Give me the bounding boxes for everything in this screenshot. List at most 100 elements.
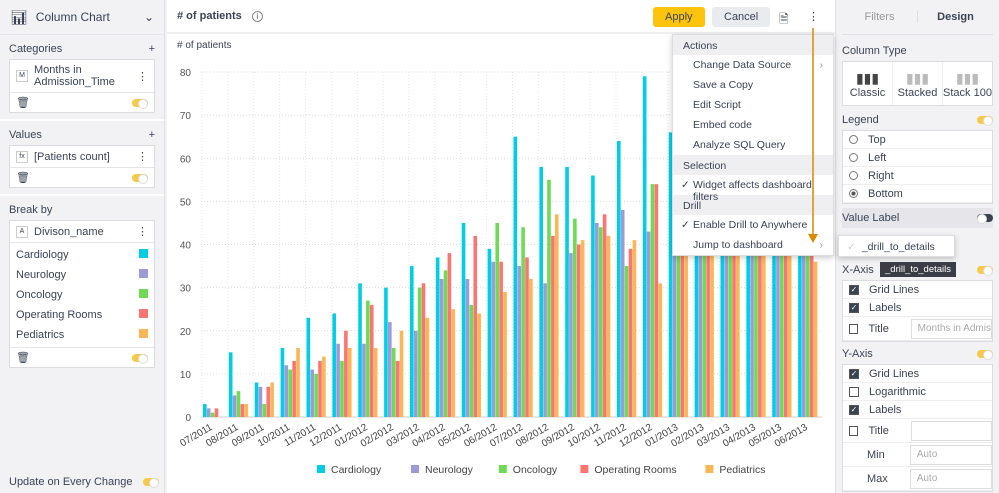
bar-neurology[interactable] — [698, 218, 703, 417]
bar-oncology[interactable] — [495, 222, 500, 417]
bar-operating-rooms[interactable] — [447, 253, 452, 417]
bar-pediatrics[interactable] — [347, 348, 352, 417]
value-label-toggle[interactable] — [977, 214, 993, 224]
break-by-toggle[interactable] — [132, 353, 148, 364]
column-type-classic[interactable]: ▮▮▮ Classic — [843, 62, 893, 105]
category-toggle[interactable] — [132, 98, 148, 109]
bar-neurology[interactable] — [595, 222, 599, 417]
bar-neurology[interactable] — [310, 369, 314, 417]
menu-item[interactable]: Change Data Source › — [673, 55, 833, 75]
legend-radio-bottom[interactable] — [849, 189, 858, 198]
x-title-checkbox[interactable] — [849, 323, 859, 334]
bar-operating-rooms[interactable] — [240, 404, 245, 417]
bar-cardiology[interactable] — [668, 132, 673, 417]
bar-neurology[interactable] — [750, 192, 754, 417]
cancel-button[interactable]: Cancel — [712, 7, 771, 27]
update-toggle[interactable] — [143, 478, 159, 488]
legend-item[interactable]: Oncology — [513, 464, 558, 476]
legend-toggle[interactable] — [977, 116, 993, 126]
bar-cardiology[interactable] — [798, 115, 802, 417]
bar-oncology[interactable] — [754, 179, 758, 417]
bar-oncology[interactable] — [728, 188, 732, 417]
bar-cardiology[interactable] — [203, 404, 207, 417]
y-log-checkbox[interactable] — [849, 386, 859, 397]
color-swatch[interactable] — [139, 249, 148, 258]
bar-neurology[interactable] — [776, 201, 780, 417]
bar-operating-rooms[interactable] — [758, 188, 762, 417]
submenu-item-drill-to-details[interactable]: _drill_to_details — [861, 241, 935, 253]
value-toggle[interactable] — [132, 173, 148, 184]
tab-filters[interactable]: Filters — [842, 11, 918, 23]
bar-neurology[interactable] — [543, 283, 547, 417]
bar-cardiology[interactable] — [358, 283, 362, 417]
bar-neurology[interactable] — [413, 330, 418, 417]
bar-operating-rooms[interactable] — [266, 386, 271, 417]
bar-neurology[interactable] — [284, 365, 289, 417]
legend-item[interactable]: Cardiology — [331, 464, 382, 476]
legend-item[interactable]: Operating Rooms — [594, 464, 676, 476]
bar-cardiology[interactable] — [435, 257, 440, 417]
bar-cardiology[interactable] — [772, 123, 776, 417]
bar-cardiology[interactable] — [539, 166, 543, 417]
bar-operating-rooms[interactable] — [576, 244, 581, 418]
bar-pediatrics[interactable] — [710, 227, 714, 417]
bar-operating-rooms[interactable] — [318, 360, 322, 417]
bar-operating-rooms[interactable] — [628, 248, 633, 417]
bar-cardiology[interactable] — [746, 132, 750, 417]
bar-operating-rooms[interactable] — [421, 283, 426, 417]
y-grid-checkbox[interactable]: ✓ — [849, 368, 859, 379]
bar-pediatrics[interactable] — [451, 309, 456, 417]
x-axis-toggle[interactable] — [977, 266, 993, 276]
bar-pediatrics[interactable] — [632, 240, 637, 417]
bar-neurology[interactable] — [206, 408, 211, 417]
bar-pediatrics[interactable] — [606, 235, 611, 417]
bar-oncology[interactable] — [624, 266, 629, 417]
bar-neurology[interactable] — [569, 253, 573, 417]
menu-item[interactable]: ✓ Widget affects dashboard filters — [673, 175, 833, 203]
bar-cardiology[interactable] — [306, 317, 311, 417]
bar-operating-rooms[interactable] — [680, 201, 685, 417]
x-labels-checkbox[interactable]: ✓ — [849, 302, 859, 313]
more-icon[interactable]: ⋮ — [137, 226, 148, 238]
bar-oncology[interactable] — [417, 287, 422, 417]
bar-cardiology[interactable] — [280, 348, 285, 417]
bar-cardiology[interactable] — [694, 149, 699, 417]
bar-pediatrics[interactable] — [270, 382, 274, 418]
break-by-member[interactable]: Cardiology — [10, 245, 154, 265]
y-title-input[interactable] — [910, 420, 992, 441]
bar-cardiology[interactable] — [565, 166, 569, 417]
bar-pediatrics[interactable] — [503, 291, 507, 417]
bar-pediatrics[interactable] — [399, 330, 404, 417]
bar-neurology[interactable] — [362, 343, 366, 417]
bar-pediatrics[interactable] — [658, 283, 663, 417]
bar-oncology[interactable] — [805, 175, 810, 418]
bar-oncology[interactable] — [702, 201, 707, 417]
bar-oncology[interactable] — [366, 300, 370, 417]
bar-operating-rooms[interactable] — [602, 214, 607, 417]
bar-neurology[interactable] — [672, 210, 677, 417]
bar-neurology[interactable] — [491, 261, 496, 417]
bar-oncology[interactable] — [573, 218, 577, 417]
bar-neurology[interactable] — [232, 395, 237, 417]
trash-icon[interactable]: 🗑︎ — [16, 352, 30, 364]
document-icon[interactable]: 🗎︎ — [779, 12, 789, 26]
bar-pediatrics[interactable] — [580, 240, 585, 417]
widget-title[interactable]: # of patients — [177, 10, 242, 22]
menu-item[interactable]: ✓ Enable Drill to Anywhere — [673, 215, 833, 235]
bar-oncology[interactable] — [780, 192, 784, 417]
break-by-field[interactable]: Divison_name — [34, 225, 104, 238]
bar-neurology[interactable] — [258, 386, 263, 417]
x-title-input[interactable]: Months in Admission_Time — [910, 318, 992, 339]
bar-oncology[interactable] — [443, 270, 448, 417]
bar-operating-rooms[interactable] — [499, 261, 503, 417]
trash-icon[interactable]: 🗑︎ — [16, 97, 30, 109]
bar-neurology[interactable] — [724, 201, 728, 417]
more-icon[interactable]: ⋮ — [137, 151, 148, 163]
bar-oncology[interactable] — [262, 404, 267, 417]
bar-oncology[interactable] — [676, 192, 681, 417]
bar-oncology[interactable] — [598, 227, 603, 417]
bar-oncology[interactable] — [547, 179, 551, 417]
bar-neurology[interactable] — [802, 184, 806, 417]
menu-item[interactable]: Embed code — [673, 115, 833, 135]
bar-oncology[interactable] — [288, 369, 293, 417]
